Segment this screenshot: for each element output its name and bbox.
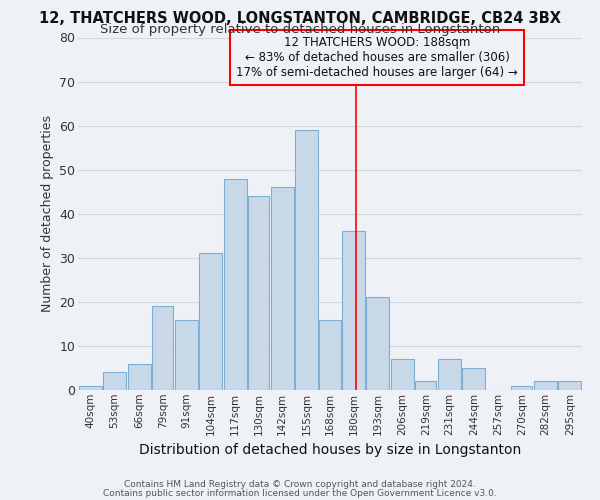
- Bar: [79, 386, 101, 390]
- Y-axis label: Number of detached properties: Number of detached properties: [41, 116, 53, 312]
- Bar: [175, 320, 197, 390]
- Bar: [367, 298, 389, 390]
- Bar: [342, 232, 365, 390]
- Bar: [463, 368, 485, 390]
- Text: Contains public sector information licensed under the Open Government Licence v3: Contains public sector information licen…: [103, 488, 497, 498]
- Bar: [559, 381, 581, 390]
- Bar: [295, 130, 318, 390]
- Bar: [271, 188, 293, 390]
- Bar: [128, 364, 151, 390]
- X-axis label: Distribution of detached houses by size in Longstanton: Distribution of detached houses by size …: [139, 443, 521, 457]
- Bar: [224, 178, 247, 390]
- Bar: [391, 359, 414, 390]
- Bar: [415, 381, 436, 390]
- Bar: [152, 306, 173, 390]
- Bar: [103, 372, 126, 390]
- Text: Contains HM Land Registry data © Crown copyright and database right 2024.: Contains HM Land Registry data © Crown c…: [124, 480, 476, 489]
- Text: 12 THATCHERS WOOD: 188sqm
← 83% of detached houses are smaller (306)
17% of semi: 12 THATCHERS WOOD: 188sqm ← 83% of detac…: [236, 36, 518, 79]
- Bar: [534, 381, 557, 390]
- Bar: [438, 359, 461, 390]
- Text: 12, THATCHERS WOOD, LONGSTANTON, CAMBRIDGE, CB24 3BX: 12, THATCHERS WOOD, LONGSTANTON, CAMBRID…: [39, 11, 561, 26]
- Bar: [248, 196, 269, 390]
- Text: Size of property relative to detached houses in Longstanton: Size of property relative to detached ho…: [100, 22, 500, 36]
- Bar: [511, 386, 532, 390]
- Bar: [319, 320, 341, 390]
- Bar: [199, 254, 222, 390]
